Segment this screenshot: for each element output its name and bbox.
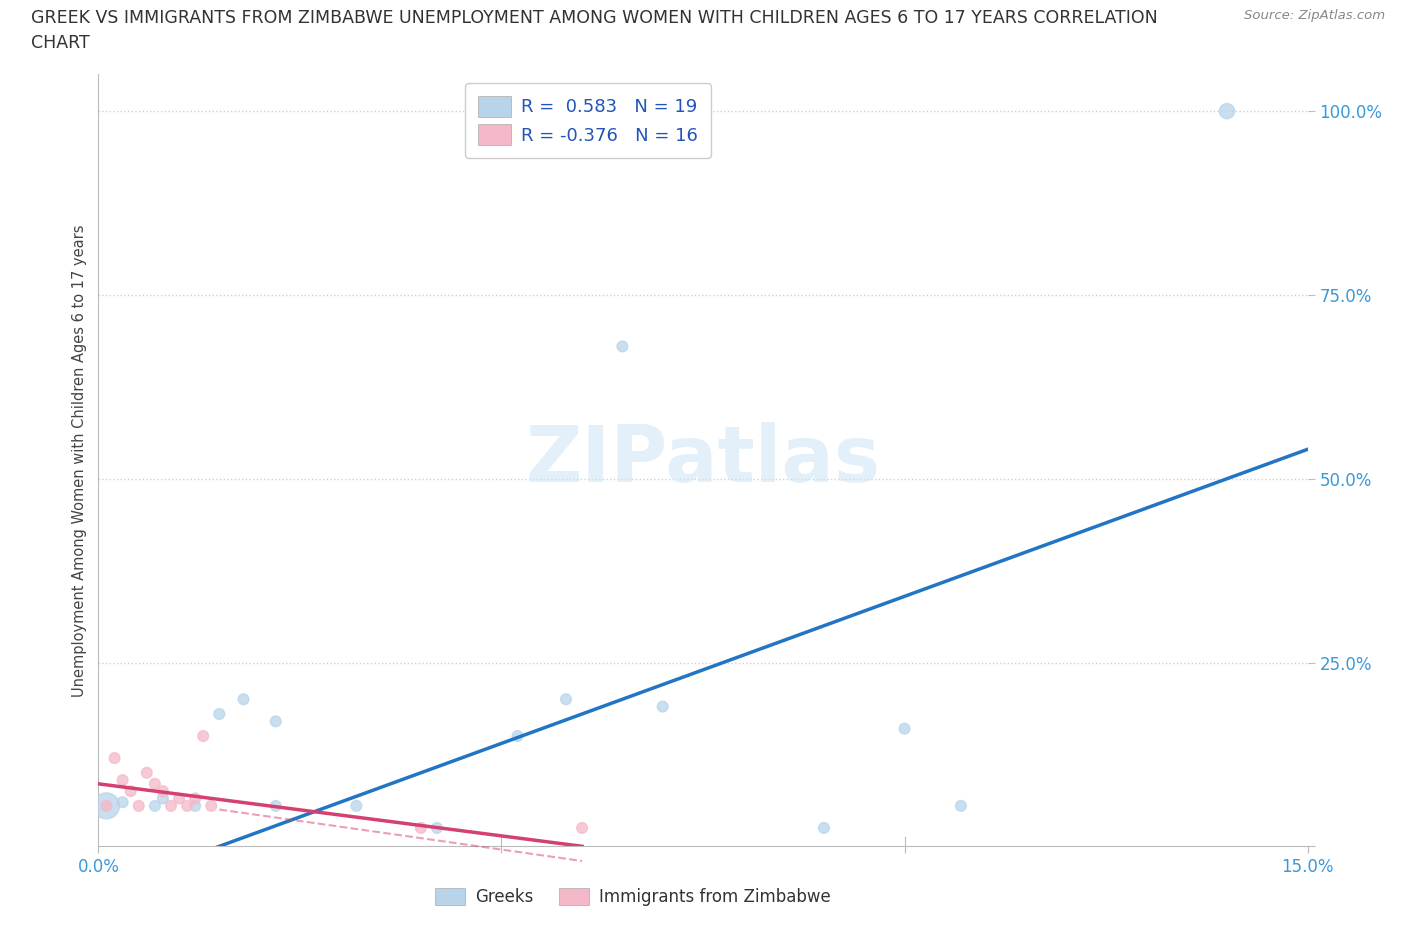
Point: [111, 795, 134, 810]
Point: [152, 791, 174, 806]
Point: [160, 799, 183, 814]
Point: [128, 799, 150, 814]
Point: [612, 339, 634, 353]
Point: [409, 820, 432, 835]
Point: [1216, 104, 1239, 119]
Point: [143, 777, 166, 791]
Point: [264, 799, 287, 814]
Point: [96, 799, 118, 814]
Point: [152, 784, 174, 799]
Point: [893, 722, 915, 737]
Text: Source: ZipAtlas.com: Source: ZipAtlas.com: [1244, 9, 1385, 22]
Point: [96, 799, 118, 814]
Point: [143, 799, 166, 814]
Point: [208, 707, 231, 722]
Text: ZIPatlas: ZIPatlas: [526, 422, 880, 498]
Legend: R =  0.583   N = 19, R = -0.376   N = 16: R = 0.583 N = 19, R = -0.376 N = 16: [465, 84, 711, 158]
Point: [813, 820, 835, 835]
Text: CHART: CHART: [31, 34, 90, 52]
Point: [167, 791, 190, 806]
Point: [344, 799, 367, 814]
Point: [111, 773, 134, 788]
Point: [571, 820, 593, 835]
Y-axis label: Unemployment Among Women with Children Ages 6 to 17 years: Unemployment Among Women with Children A…: [72, 224, 87, 697]
Point: [232, 692, 254, 707]
Point: [184, 791, 207, 806]
Point: [264, 714, 287, 729]
Point: [426, 820, 449, 835]
Point: [506, 728, 529, 743]
Point: [184, 799, 207, 814]
Legend: Greeks, Immigrants from Zimbabwe: Greeks, Immigrants from Zimbabwe: [429, 881, 837, 912]
Point: [103, 751, 125, 765]
Point: [135, 765, 157, 780]
Point: [949, 799, 972, 814]
Point: [120, 784, 142, 799]
Point: [651, 699, 673, 714]
Text: GREEK VS IMMIGRANTS FROM ZIMBABWE UNEMPLOYMENT AMONG WOMEN WITH CHILDREN AGES 6 : GREEK VS IMMIGRANTS FROM ZIMBABWE UNEMPL…: [31, 9, 1157, 27]
Point: [555, 692, 578, 707]
Point: [176, 799, 198, 814]
Point: [193, 728, 215, 743]
Point: [200, 799, 222, 814]
